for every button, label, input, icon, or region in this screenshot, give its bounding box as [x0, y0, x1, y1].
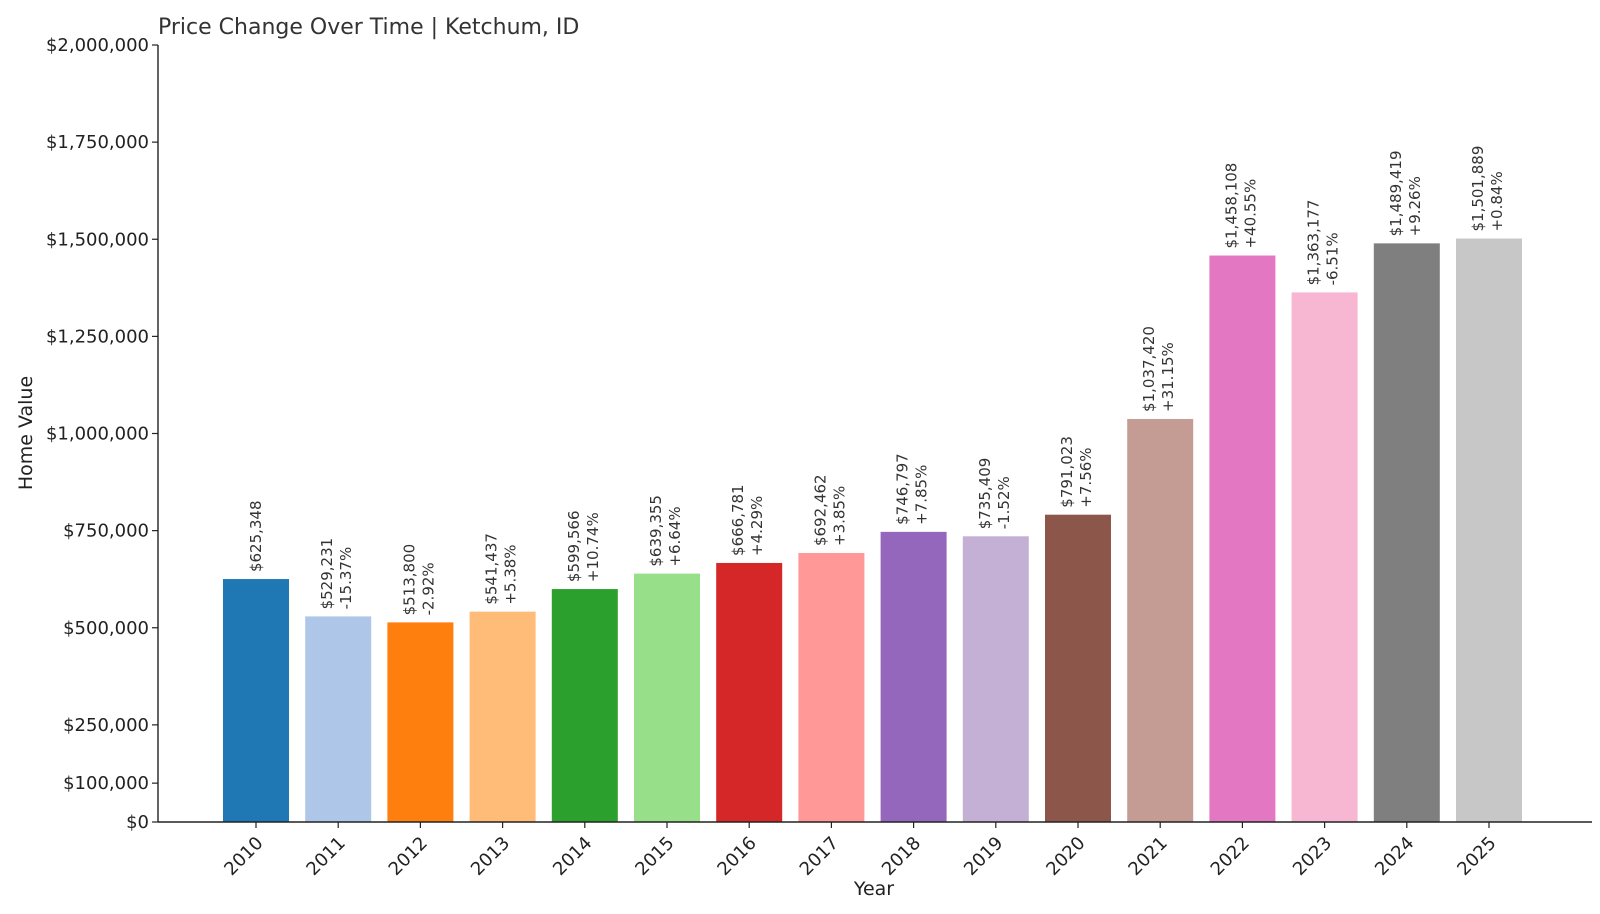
bar-change-label: -15.37%: [337, 547, 355, 610]
bar-value-label: $1,363,177: [1305, 200, 1323, 286]
y-tick-label: $500,000: [63, 618, 149, 639]
bar-value-label: $1,037,420: [1140, 326, 1158, 412]
bar-change-label: +3.85%: [830, 486, 848, 546]
y-tick-label: $750,000: [63, 521, 149, 542]
y-tick-label: $250,000: [63, 715, 149, 736]
bar-2016: [716, 562, 783, 822]
bar-2017: [798, 552, 865, 822]
x-tick-label: 2018: [878, 833, 925, 880]
bar-change-label: +4.29%: [748, 496, 766, 556]
bar-change-label: -2.92%: [419, 562, 437, 615]
bar-change-label: +6.64%: [666, 506, 684, 566]
bar-value-label: $735,409: [976, 458, 994, 530]
bar-change-label: +7.85%: [913, 465, 931, 525]
bar-2012: [387, 622, 454, 822]
bar-labels: $625,348 $529,231 -15.37% $513,800 -2.92% $54…: [247, 146, 1506, 616]
x-tick-label: 2022: [1207, 833, 1254, 880]
y-tick-label: $100,000: [63, 773, 149, 794]
x-tick-label: 2013: [467, 833, 514, 880]
bar-2013: [469, 611, 536, 822]
bar-2018: [880, 531, 947, 822]
x-tick-label: 2014: [549, 833, 596, 880]
y-tick-label: $1,500,000: [46, 229, 149, 250]
x-tick-label: 2011: [302, 833, 349, 880]
y-tick-label: $1,250,000: [46, 326, 149, 347]
bar-change-label: +40.55%: [1241, 179, 1259, 249]
bar-change-label: +0.84%: [1488, 171, 1506, 231]
bar-change-label: +31.15%: [1159, 342, 1177, 412]
bar-change-label: +9.26%: [1406, 176, 1424, 236]
x-tick-label: 2024: [1371, 833, 1418, 880]
bar-value-label: $1,458,108: [1222, 163, 1240, 249]
x-tick-label: 2020: [1042, 833, 1089, 880]
x-axis-label: Year: [853, 878, 894, 900]
x-tick-label: 2015: [631, 833, 678, 880]
y-tick-label: $1,000,000: [46, 424, 149, 445]
y-tick-label: $0: [126, 812, 149, 833]
x-tick-label: 2025: [1453, 833, 1500, 880]
bar-2021: [1127, 418, 1194, 822]
bar-change-label: -6.51%: [1324, 232, 1342, 285]
bar-2014: [551, 589, 618, 822]
y-axis: $0 $100,000 $250,000 $500,000 $750,000 $1,000…: [46, 35, 159, 833]
bar-value-label: $513,800: [400, 544, 418, 616]
bar-value-label: $625,348: [247, 500, 265, 572]
bar-change-label: -1.52%: [995, 476, 1013, 529]
x-axis: 2010 2011 2012 2013 2014 2015 2016 2017 2018 2019…: [158, 821, 1592, 880]
bar-value-label: $746,797: [894, 453, 912, 525]
bar-2015: [634, 573, 700, 822]
bar-2024: [1373, 243, 1440, 822]
x-tick-label: 2010: [220, 833, 267, 880]
x-tick-label: 2016: [713, 833, 760, 880]
y-axis-label: Home Value: [15, 376, 37, 490]
bar-change-label: +5.38%: [502, 544, 520, 604]
bars: [223, 238, 1522, 823]
x-tick-label: 2017: [796, 833, 843, 880]
bar-2011: [305, 616, 372, 822]
bar-value-label: $666,781: [729, 484, 747, 556]
bar-2010: [223, 579, 289, 822]
bar-value-label: $639,355: [647, 495, 665, 567]
bar-value-label: $541,437: [483, 533, 501, 605]
bar-2025: [1456, 238, 1522, 823]
bar-change-label: +7.56%: [1077, 447, 1095, 507]
bar-value-label: $599,566: [565, 510, 583, 582]
x-tick-label: 2021: [1124, 833, 1171, 880]
y-tick-label: $1,750,000: [46, 132, 149, 153]
bar-change-label: +10.74%: [584, 512, 602, 582]
bar-value-label: $692,462: [811, 474, 829, 546]
bar-2019: [962, 536, 1029, 822]
bar-value-label: $791,023: [1058, 436, 1076, 508]
bar-value-label: $1,501,889: [1469, 146, 1487, 232]
x-tick-label: 2019: [960, 833, 1007, 880]
x-tick-label: 2012: [385, 833, 432, 880]
bar-value-label: $529,231: [318, 538, 336, 610]
y-tick-label: $2,000,000: [46, 35, 149, 56]
bar-2023: [1291, 292, 1358, 822]
x-tick-label: 2023: [1289, 833, 1336, 880]
chart-title: Price Change Over Time | Ketchum, ID: [158, 15, 579, 40]
bar-2020: [1045, 514, 1111, 822]
bar-value-label: $1,489,419: [1387, 150, 1405, 236]
bar-2022: [1209, 255, 1276, 823]
